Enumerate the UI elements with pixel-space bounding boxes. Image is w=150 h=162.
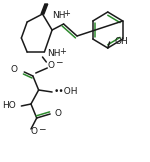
Text: HO: HO: [2, 102, 16, 110]
Text: O: O: [47, 60, 54, 69]
Text: −: −: [38, 125, 45, 133]
Text: OH: OH: [114, 37, 128, 46]
Text: +: +: [64, 8, 70, 17]
Text: ••OH: ••OH: [54, 87, 78, 97]
Text: NH: NH: [47, 48, 61, 58]
Text: −: −: [55, 58, 62, 66]
Text: NH: NH: [52, 11, 66, 19]
Text: O: O: [55, 110, 62, 118]
Text: O: O: [30, 127, 37, 137]
Text: O: O: [11, 65, 18, 75]
Text: +: +: [59, 46, 66, 56]
Polygon shape: [41, 4, 48, 14]
